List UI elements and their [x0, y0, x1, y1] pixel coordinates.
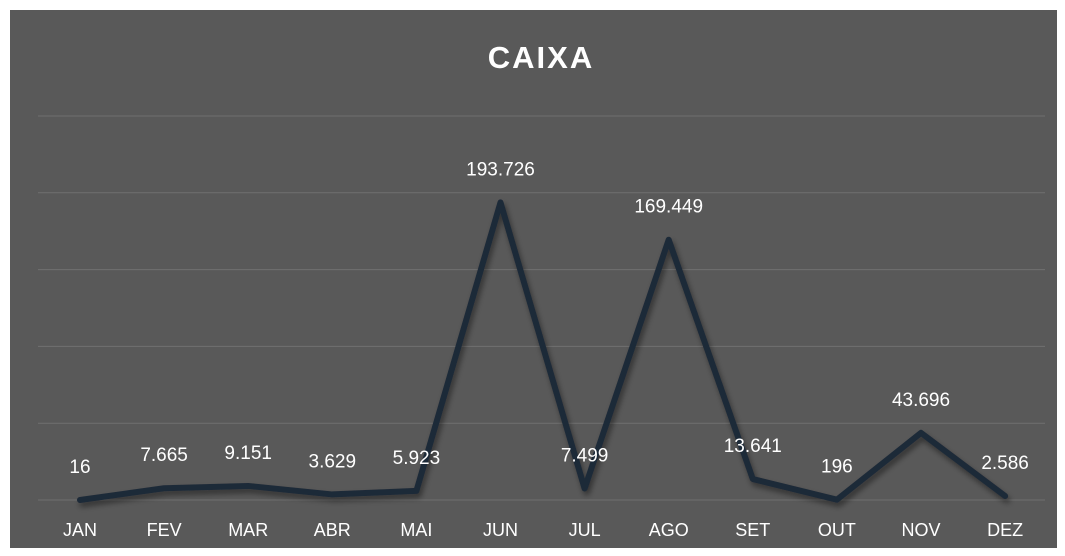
data-label: 169.449 — [634, 197, 703, 218]
data-label: 7.665 — [140, 445, 188, 466]
data-label: 196 — [821, 457, 853, 478]
data-line — [77, 199, 1009, 503]
data-label: 193.726 — [466, 159, 535, 180]
x-tick-label: NOV — [901, 520, 940, 540]
chart-area — [10, 10, 1057, 548]
x-tick-label: JUN — [483, 520, 518, 540]
x-tick-label: MAI — [400, 520, 432, 540]
data-label: 16 — [69, 457, 90, 478]
data-label: 43.696 — [892, 390, 950, 411]
data-label: 5.923 — [393, 448, 441, 469]
x-tick-label: DEZ — [987, 520, 1023, 540]
x-tick-label: MAR — [228, 520, 268, 540]
x-tick-label: FEV — [147, 520, 182, 540]
x-tick-label: OUT — [818, 520, 856, 540]
x-tick-label: SET — [735, 520, 770, 540]
data-label: 9.151 — [224, 443, 272, 464]
chart-title: CAIXA — [488, 40, 594, 75]
x-tick-label: AGO — [649, 520, 689, 540]
x-tick-label: JAN — [63, 520, 97, 540]
x-tick-label: ABR — [314, 520, 351, 540]
data-label: 2.586 — [981, 453, 1029, 474]
data-label: 13.641 — [724, 436, 782, 457]
x-tick-label: JUL — [569, 520, 601, 540]
data-label: 7.499 — [561, 445, 609, 466]
data-label: 3.629 — [309, 451, 357, 472]
